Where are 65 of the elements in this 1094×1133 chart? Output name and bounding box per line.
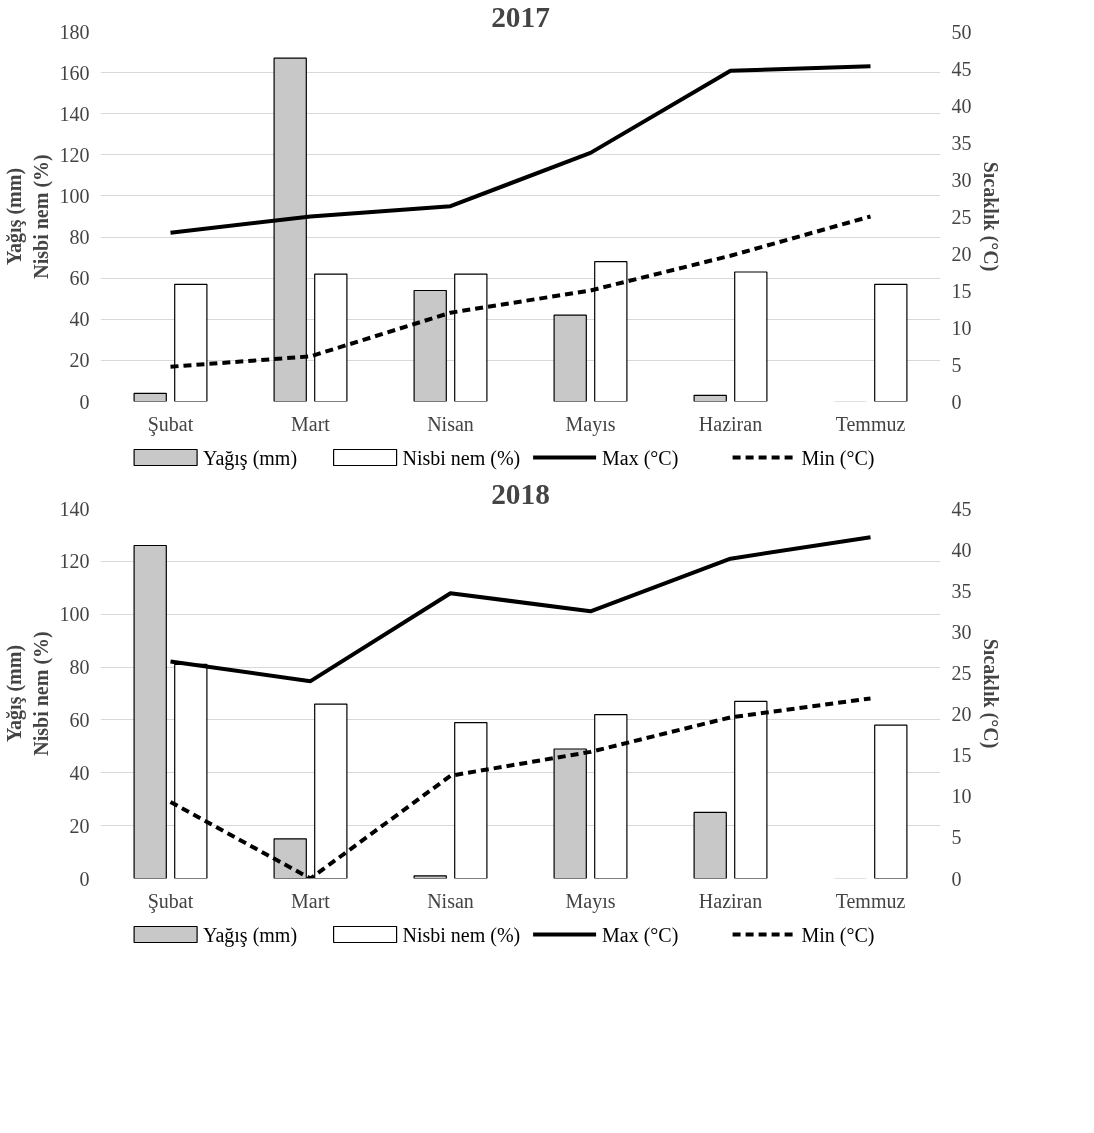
legend-label: Max (°C) bbox=[601, 923, 679, 947]
y-tick-label: 120 bbox=[59, 143, 90, 166]
chart-title: 2017 bbox=[491, 0, 550, 33]
legend-label: Yağış (mm) bbox=[202, 923, 298, 947]
y-axis-title: Yağış (mm) Nisbi nem (%) bbox=[3, 154, 53, 279]
x-tick-label: Mart bbox=[291, 889, 331, 912]
y2-tick-label: 0 bbox=[951, 867, 962, 890]
y-tick-label: 100 bbox=[59, 603, 90, 626]
y-tick-label: 180 bbox=[59, 20, 90, 43]
y2-tick-label: 40 bbox=[951, 94, 972, 117]
y-tick-label: 40 bbox=[69, 761, 90, 784]
y2-axis-title: Sıcaklık (°C) bbox=[978, 161, 1002, 272]
legend-label: Nisbi nem (%) bbox=[402, 923, 521, 947]
y-tick-label: 0 bbox=[79, 867, 90, 890]
y2-tick-label: 25 bbox=[951, 205, 972, 228]
y2-tick-label: 40 bbox=[951, 538, 972, 561]
y2-tick-label: 30 bbox=[951, 620, 972, 643]
y2-tick-label: 35 bbox=[951, 131, 972, 154]
y2-tick-label: 5 bbox=[951, 826, 962, 849]
y-tick-label: 140 bbox=[59, 102, 90, 125]
y2-tick-label: 0 bbox=[951, 390, 962, 413]
y2-tick-label: 45 bbox=[951, 57, 972, 80]
y-tick-label: 160 bbox=[59, 61, 90, 84]
y2-tick-label: 20 bbox=[951, 703, 972, 726]
y2-tick-label: 50 bbox=[951, 20, 972, 43]
x-tick-label: Nisan bbox=[427, 412, 474, 435]
x-tick-label: Mayıs bbox=[565, 889, 616, 913]
y2-tick-label: 15 bbox=[951, 279, 972, 302]
y-tick-label: 40 bbox=[69, 308, 90, 331]
y-tick-label: 20 bbox=[69, 814, 90, 837]
x-tick-label: Şubat bbox=[147, 412, 194, 436]
y-tick-label: 20 bbox=[69, 349, 90, 372]
legend-label: Max (°C) bbox=[601, 446, 679, 470]
y-tick-label: 120 bbox=[59, 550, 90, 573]
y-tick-label: 80 bbox=[69, 226, 90, 249]
y-tick-label: 60 bbox=[69, 708, 90, 731]
y-tick-label: 100 bbox=[59, 184, 90, 207]
y2-tick-label: 25 bbox=[951, 661, 972, 684]
x-tick-label: Haziran bbox=[698, 889, 763, 912]
x-tick-label: Haziran bbox=[698, 412, 763, 435]
legend-label: Nisbi nem (%) bbox=[402, 446, 521, 470]
legend-label: Min (°C) bbox=[801, 446, 875, 470]
legend-label: Yağış (mm) bbox=[202, 446, 298, 470]
y-tick-label: 140 bbox=[59, 497, 90, 520]
y2-tick-label: 10 bbox=[951, 316, 972, 339]
y2-tick-label: 30 bbox=[951, 168, 972, 191]
y2-tick-label: 45 bbox=[951, 497, 972, 520]
y2-axis-title: Sıcaklık (°C) bbox=[978, 638, 1002, 749]
y2-tick-label: 5 bbox=[951, 353, 962, 376]
y2-tick-label: 20 bbox=[951, 242, 972, 265]
x-tick-label: Şubat bbox=[147, 889, 194, 913]
x-tick-label: Mayıs bbox=[565, 412, 616, 436]
y2-tick-label: 10 bbox=[951, 785, 972, 808]
y2-tick-label: 15 bbox=[951, 744, 972, 767]
x-tick-label: Mart bbox=[291, 412, 331, 435]
x-tick-label: Temmuz bbox=[835, 889, 906, 912]
y-tick-label: 80 bbox=[69, 656, 90, 679]
y2-tick-label: 35 bbox=[951, 579, 972, 602]
x-tick-label: Temmuz bbox=[835, 412, 906, 435]
y-tick-label: 60 bbox=[69, 267, 90, 290]
legend-label: Min (°C) bbox=[801, 923, 875, 947]
y-axis-title: Yağış (mm) Nisbi nem (%) bbox=[3, 631, 53, 756]
x-tick-label: Nisan bbox=[427, 889, 474, 912]
chart-title: 2018 bbox=[491, 477, 550, 510]
y-tick-label: 0 bbox=[79, 390, 90, 413]
